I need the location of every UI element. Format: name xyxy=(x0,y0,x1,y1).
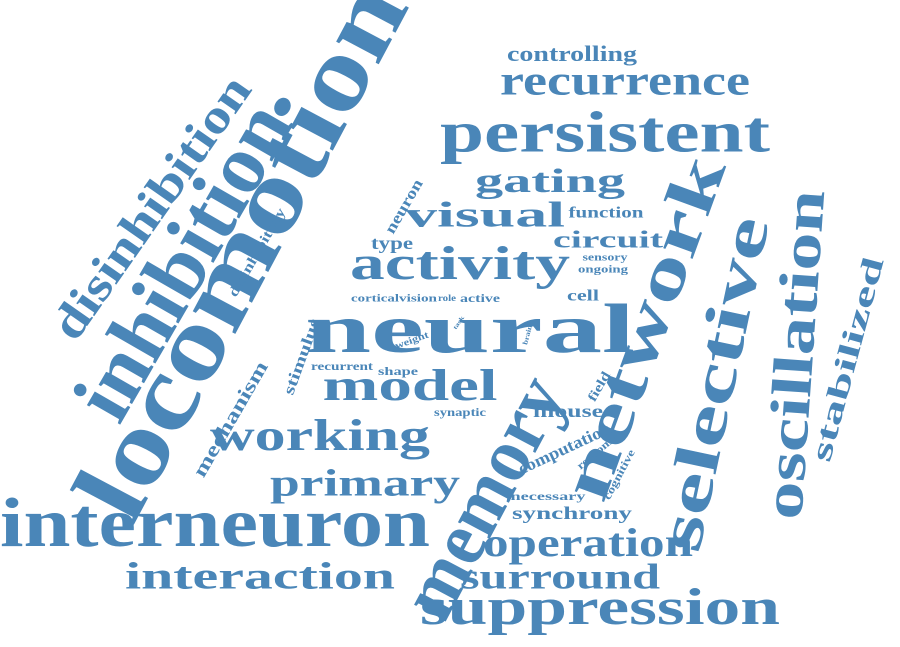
word-surround: surround xyxy=(460,556,660,596)
word-gating: gating xyxy=(475,163,625,200)
word-neural: neural xyxy=(305,291,635,368)
word-controlling: controlling xyxy=(507,41,637,66)
word-operation: operation xyxy=(483,520,693,565)
word-vision: vision xyxy=(399,293,437,305)
word-type: type xyxy=(371,233,413,253)
word-active: active xyxy=(460,291,501,305)
word-working: working xyxy=(210,411,430,460)
word-mouse: mouse xyxy=(533,401,603,421)
word-model: model xyxy=(323,361,498,410)
word-synchrony: synchrony xyxy=(512,503,632,523)
word-cell: cell xyxy=(567,288,600,305)
word-activity: activity xyxy=(350,237,570,290)
word-function: function xyxy=(569,205,644,222)
word-persistent: persistent xyxy=(440,99,771,164)
word-recurrence: recurrence xyxy=(500,59,750,105)
word-cortical: cortical xyxy=(351,293,399,304)
word-role: role xyxy=(438,293,456,303)
word-ongoing: ongoing xyxy=(578,264,628,275)
word-recurrent: recurrent xyxy=(311,359,373,373)
word-sensory: sensory xyxy=(583,252,628,263)
word-shape: shape xyxy=(378,364,419,378)
word-circuit: circuit xyxy=(553,228,663,254)
word-synaptic: synaptic xyxy=(434,405,487,419)
word-interaction: interaction xyxy=(125,556,395,598)
word-necessary: necessary xyxy=(511,489,586,503)
word-primary: primary xyxy=(270,463,460,505)
word-interneuron: interneuron xyxy=(0,485,430,562)
word-suppression: suppression xyxy=(420,579,780,636)
word-cloud-words: locomotioninhibitioninterneuronmemoryneu… xyxy=(0,0,891,636)
word-visual: visual xyxy=(405,194,565,234)
